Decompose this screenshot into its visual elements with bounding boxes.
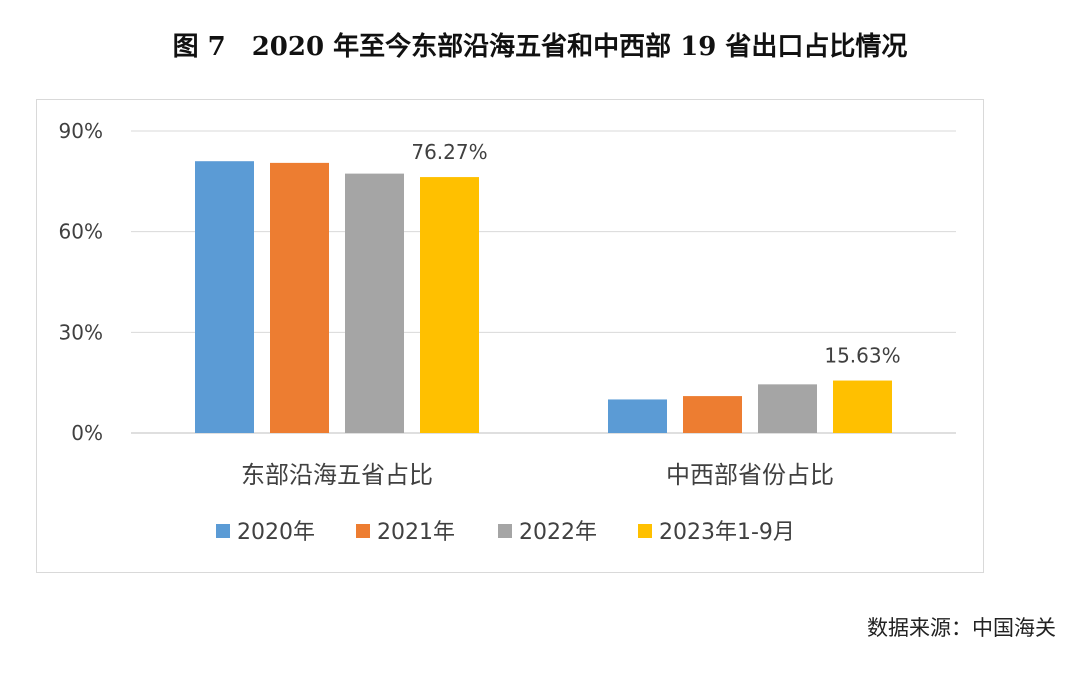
bar-3-2	[758, 384, 817, 433]
y-tick-label: 30%	[59, 320, 103, 344]
data-label: 15.63%	[824, 344, 900, 368]
legend-label: 2020年	[237, 520, 315, 545]
category-label: 东部沿海五省占比	[241, 461, 433, 489]
legend-label: 2021年	[377, 520, 455, 545]
legend-swatch	[356, 524, 370, 538]
bar-2-2	[683, 396, 742, 433]
legend-label: 2022年	[519, 520, 597, 545]
legend-label: 2023年1-9月	[659, 520, 795, 545]
data-source: 数据来源：中国海关	[867, 616, 1056, 640]
y-tick-label: 90%	[59, 119, 103, 143]
bar-4-1	[420, 177, 479, 433]
legend-swatch	[498, 524, 512, 538]
legend-swatch	[216, 524, 230, 538]
y-tick-label: 60%	[59, 220, 103, 244]
bar-1-1	[195, 161, 254, 433]
legend-swatch	[638, 524, 652, 538]
bar-2-1	[270, 162, 329, 433]
category-label: 中西部省份占比	[666, 461, 834, 489]
bar-4-2	[833, 380, 892, 433]
bar-3-1	[345, 173, 404, 434]
bar-chart: 0% 30% 60% 90% 76.27% 15.63% 东部沿海五省占比 中西部省份占比 20…	[59, 119, 956, 545]
bar-1-2	[608, 399, 667, 433]
figure-title: 图 7 2020 年至今东部沿海五省和中西部 19 省出口占比情况	[172, 32, 908, 62]
chart-area: 0% 30% 60% 90% 76.27% 15.63% 东部沿海五省占比 中西部省份占比 20…	[36, 99, 984, 573]
y-tick-label: 0%	[71, 421, 103, 445]
data-label: 76.27%	[411, 140, 487, 164]
